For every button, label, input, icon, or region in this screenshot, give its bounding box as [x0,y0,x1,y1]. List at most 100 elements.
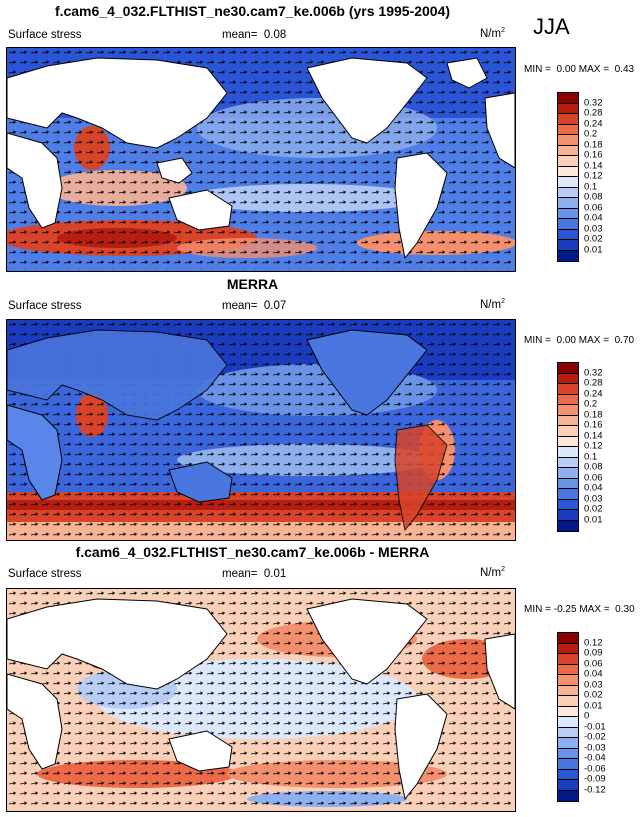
panel-1-units: N/m2 [480,27,505,40]
colorbar-swatch [558,124,578,135]
colorbar-tick-label: 0.01 [584,700,603,711]
colorbar-tick-label: 0.14 [584,160,603,171]
colorbar-swatch [558,790,578,801]
colorbar-swatch [558,706,578,717]
colorbar-tick-label: -0.01 [584,721,606,732]
colorbar-tick-label: 0.04 [584,482,603,494]
colorbar-tick-label: 0.32 [584,367,603,378]
colorbar-tick-label: 0.03 [584,223,603,234]
panel-3-title: f.cam6_4_032.FLTHIST_ne30.cam7_ke.006b -… [75,544,430,560]
colorbar-tick-label: 0.09 [584,647,603,659]
colorbar-swatch [558,727,578,738]
colorbar-swatch [558,250,578,261]
colorbar-swatch [558,187,578,198]
panel-3-colorbar [557,632,579,802]
panel-3-field [7,589,515,811]
panel-1-mean: mean= 0.08 [222,29,287,41]
colorbar-swatch [558,415,578,426]
colorbar-swatch [558,156,578,167]
panel-3-mean: mean= 0.01 [222,568,287,580]
panel-3-variable: Surface stress [8,568,82,580]
colorbar-swatch [558,769,578,780]
panel-2-colorbar [557,362,579,532]
colorbar-tick-label: 0.2 [584,398,598,410]
colorbar-tick-label: 0.18 [584,139,603,150]
colorbar-swatch [558,696,578,707]
colorbar-tick-label: -0.04 [584,752,606,764]
colorbar-tick-label: 0.24 [584,118,603,129]
colorbar-swatch [558,748,578,759]
colorbar-swatch [558,654,578,665]
colorbar-tick-label: -0.12 [584,784,606,795]
colorbar-tick-label: 0.12 [584,170,603,182]
colorbar-swatch [558,114,578,125]
colorbar-tick-label: 0.02 [584,233,603,245]
colorbar-tick-label: -0.06 [584,763,606,774]
colorbar-swatch [558,145,578,156]
colorbar-tick-label: 0.03 [584,679,603,690]
colorbar-swatch [558,229,578,240]
panel-1-minmax: MIN = 0.00 MAX = 0.43 [524,64,635,75]
colorbar-tick-label: 0.06 [584,202,603,213]
panel-2-mean-value: 0.07 [263,300,287,312]
colorbar-swatch [558,436,578,447]
colorbar-swatch [558,489,578,500]
colorbar-swatch [558,738,578,749]
colorbar-tick-label: 0.14 [584,430,603,441]
colorbar-swatch [558,717,578,728]
colorbar-tick-label: 0.16 [584,149,603,161]
colorbar-swatch [558,499,578,510]
colorbar-tick-label: 0.02 [584,689,603,701]
colorbar-tick-label: 0.12 [584,440,603,452]
colorbar-swatch [558,478,578,489]
colorbar-swatch [558,384,578,395]
panel-3-minmax: MIN = -0.25 MAX = 0.30 [524,604,635,615]
panel-1-map [6,47,516,272]
panel-2-map [6,319,516,541]
panel-3-max-value: 0.30 [615,604,635,615]
colorbar-swatch [558,219,578,230]
colorbar-swatch [558,135,578,146]
colorbar-swatch [558,447,578,458]
colorbar-swatch [558,759,578,770]
panel-1-colorbar [557,92,579,262]
panel-2-mean: mean= 0.07 [222,300,287,312]
colorbar-swatch [558,457,578,468]
colorbar-swatch [558,664,578,675]
panel-2-min-value: 0.00 [556,335,576,346]
panel-1-field [7,48,515,271]
colorbar-swatch [558,468,578,479]
colorbar-swatch [558,103,578,114]
colorbar-tick-label: 0.01 [584,514,603,525]
colorbar-tick-label: -0.02 [584,731,606,743]
colorbar-tick-label: 0.28 [584,377,603,389]
colorbar-swatch [558,363,578,374]
colorbar-tick-label: 0.16 [584,419,603,431]
colorbar-swatch [558,780,578,791]
colorbar-swatch [558,643,578,654]
panel-2-minmax: MIN = 0.00 MAX = 0.70 [524,335,635,346]
panel-1-variable: Surface stress [8,29,82,41]
colorbar-swatch [558,426,578,437]
panel-3-mean-value: 0.01 [263,568,287,580]
colorbar-swatch [558,93,578,104]
panel-3-map [6,588,516,812]
panel-2-max-value: 0.70 [614,335,635,346]
colorbar-swatch [558,177,578,188]
colorbar-tick-label: 0.1 [584,451,598,462]
panel-2-units: N/m2 [480,298,505,311]
colorbar-tick-label: 0.08 [584,461,603,473]
colorbar-swatch [558,675,578,686]
panel-1-min-value: 0.00 [556,64,576,75]
panel-3-units: N/m2 [480,566,505,579]
colorbar-swatch [558,240,578,251]
colorbar-tick-label: 0.03 [584,493,603,504]
colorbar-tick-label: 0.02 [584,503,603,515]
colorbar-tick-label: 0.01 [584,244,603,255]
colorbar-swatch [558,633,578,644]
colorbar-swatch [558,520,578,531]
colorbar-tick-label: 0.04 [584,668,603,680]
colorbar-swatch [558,198,578,209]
colorbar-tick-label: 0.04 [584,212,603,224]
colorbar-tick-label: 0 [584,710,590,722]
